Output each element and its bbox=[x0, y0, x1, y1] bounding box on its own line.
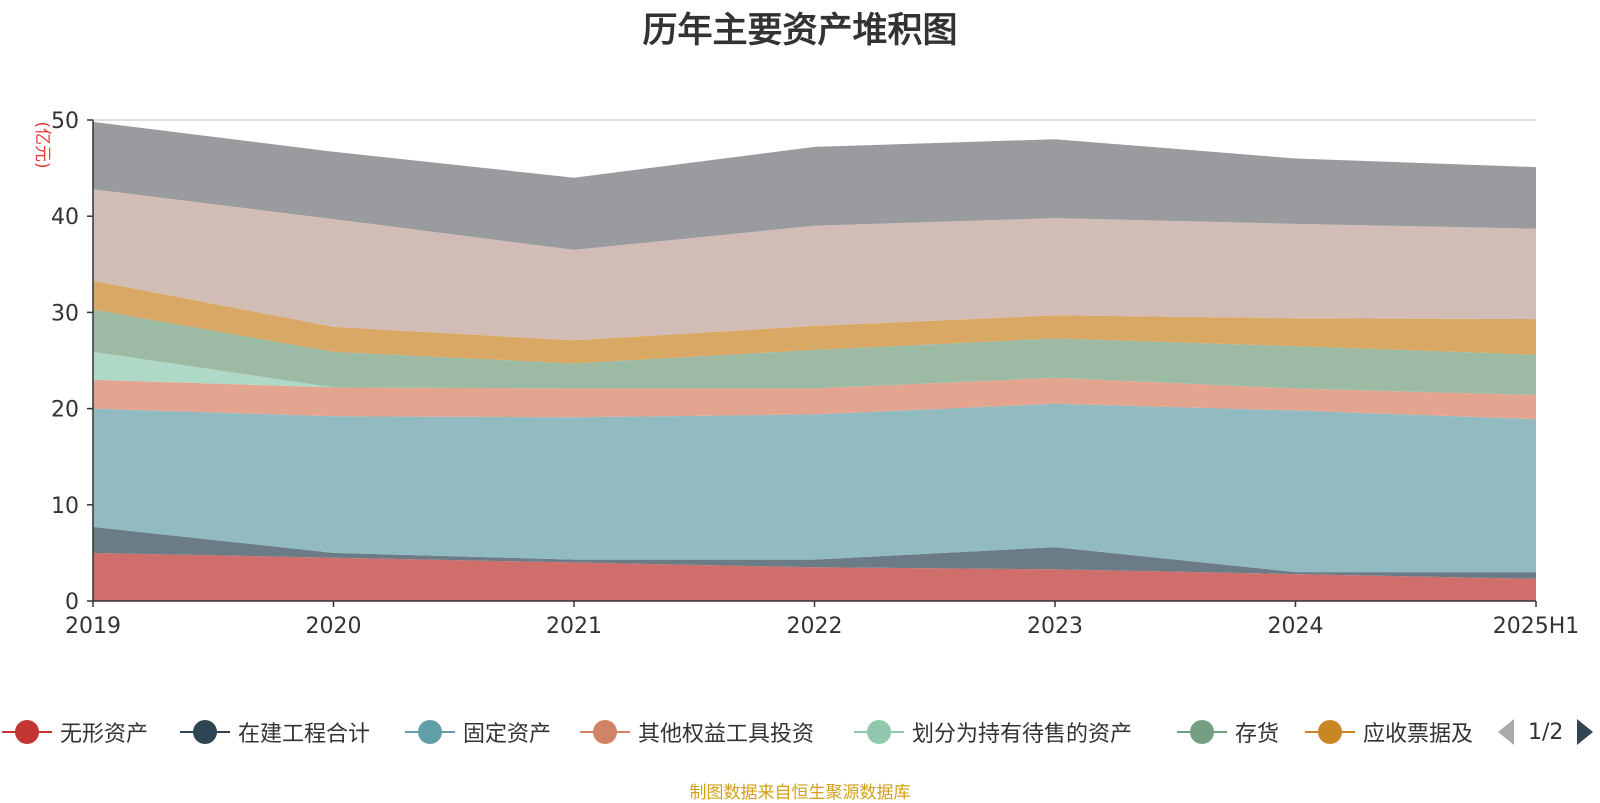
area-series-3 bbox=[93, 403, 1536, 573]
legend-marker-icon bbox=[2, 719, 52, 745]
legend-marker-icon bbox=[854, 719, 904, 745]
legend: 无形资产 在建工程合计 固定资产 其他权益工具投资 划分为持有待售的资产 存货 应收票据及 … bbox=[0, 712, 1600, 752]
legend-item[interactable]: 固定资产 bbox=[405, 712, 551, 752]
y-tick-label: 10 bbox=[51, 494, 79, 519]
stacked-area-chart: 0 10 20 30 40 50 2019 2020 2021 2022 2023 2024 2025H… bbox=[32, 109, 1579, 639]
axes: 0 10 20 30 40 50 2019 2020 2021 2022 2023 2024 2025H… bbox=[51, 109, 1579, 639]
legend-label: 在建工程合计 bbox=[238, 722, 371, 747]
area-series-6 bbox=[93, 309, 1536, 396]
y-tick-label: 20 bbox=[51, 398, 79, 423]
x-tick-label: 2022 bbox=[787, 614, 843, 639]
area-series-2 bbox=[93, 526, 1536, 579]
legend-item[interactable]: 划分为持有待售的资产 bbox=[854, 712, 1132, 752]
legend-pager: 1/2 bbox=[1498, 712, 1594, 752]
area-series-9 bbox=[93, 121, 1536, 250]
chart-title: 历年主要资产堆积图 bbox=[642, 11, 958, 51]
legend-item[interactable]: 在建工程合计 bbox=[180, 712, 370, 752]
legend-marker-icon bbox=[180, 719, 230, 745]
x-tick-label: 2019 bbox=[65, 614, 121, 639]
data-source-note: 制图数据来自恒生聚源数据库 bbox=[689, 783, 911, 803]
legend-item[interactable]: 应收票据及 bbox=[1305, 712, 1473, 752]
legend-marker-icon bbox=[1177, 719, 1227, 745]
pager-next-arrow-icon[interactable] bbox=[1577, 719, 1594, 745]
legend-label: 应收票据及 bbox=[1363, 722, 1474, 747]
x-tick-label: 2024 bbox=[1268, 614, 1324, 639]
area-series-1 bbox=[93, 552, 1536, 601]
legend-label: 其他权益工具投资 bbox=[638, 722, 815, 747]
y-tick-label: 0 bbox=[65, 590, 79, 615]
y-axis-unit-label: (亿元) bbox=[32, 121, 52, 168]
x-tick-label: 2023 bbox=[1027, 614, 1083, 639]
legend-item[interactable]: 存货 bbox=[1177, 712, 1279, 752]
area-series-8 bbox=[93, 189, 1536, 341]
x-tick-label: 2025H1 bbox=[1493, 614, 1580, 639]
x-tick-label: 2021 bbox=[546, 614, 602, 639]
legend-label: 划分为持有待售的资产 bbox=[912, 722, 1133, 747]
x-tick-label: 2020 bbox=[306, 614, 362, 639]
area-series-4 bbox=[93, 377, 1536, 420]
legend-item[interactable]: 无形资产 bbox=[2, 712, 148, 752]
legend-marker-icon bbox=[580, 719, 630, 745]
area-series-7 bbox=[93, 280, 1536, 364]
area-series-group bbox=[93, 121, 1536, 601]
legend-label: 存货 bbox=[1235, 722, 1280, 747]
legend-marker-icon bbox=[1305, 719, 1355, 745]
legend-marker-icon bbox=[405, 719, 455, 745]
y-tick-label: 40 bbox=[51, 205, 79, 230]
y-tick-label: 50 bbox=[51, 109, 79, 134]
legend-item[interactable]: 其他权益工具投资 bbox=[580, 712, 814, 752]
pager-page-indicator: 1/2 bbox=[1528, 719, 1564, 745]
pager-prev-arrow-icon[interactable] bbox=[1498, 719, 1514, 745]
y-tick-label: 30 bbox=[51, 301, 79, 326]
legend-label: 固定资产 bbox=[463, 722, 552, 747]
legend-label: 无形资产 bbox=[60, 722, 149, 747]
